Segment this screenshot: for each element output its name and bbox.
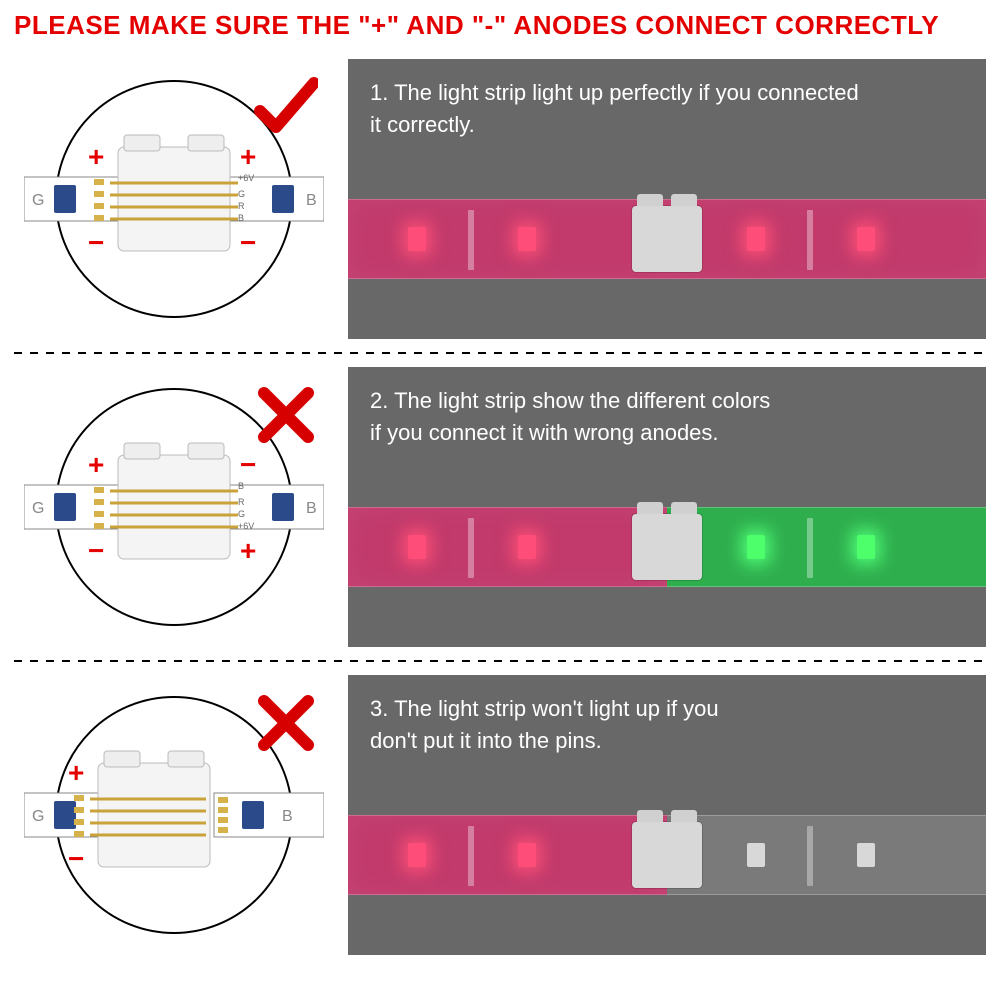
polarity-bottom-left: − xyxy=(88,537,104,565)
polarity-top-left: + xyxy=(88,451,104,479)
svg-text:G: G xyxy=(32,192,44,209)
instruction-row-1: G B +6V G R B xyxy=(14,59,986,339)
caption-3: 3. The light strip won't light up if you… xyxy=(370,693,964,757)
warning-header: PLEASE MAKE SURE THE "+" AND "-" ANODES … xyxy=(14,10,986,41)
photo-cell-1: 1. The light strip light up perfectly if… xyxy=(348,59,986,339)
connector-diagram-1: G B +6V G R B xyxy=(24,69,324,329)
photo-cell-2: 2. The light strip show the different co… xyxy=(348,367,986,647)
strip-connector-icon xyxy=(632,206,702,272)
check-icon xyxy=(254,75,318,144)
svg-text:R: R xyxy=(238,201,245,211)
strip-connector-icon xyxy=(632,822,702,888)
polarity-bottom-right: − xyxy=(240,229,256,257)
svg-text:+6V: +6V xyxy=(238,521,254,531)
svg-text:G: G xyxy=(32,808,44,825)
polarity-bottom-left: − xyxy=(68,845,84,873)
caption-1: 1. The light strip light up perfectly if… xyxy=(370,77,964,141)
diagram-cell-3: G B + − xyxy=(14,675,334,955)
polarity-bottom-right: + xyxy=(240,537,256,565)
svg-text:B: B xyxy=(306,192,317,209)
led-strip-3 xyxy=(348,815,986,895)
cross-icon xyxy=(254,691,318,760)
instruction-row-3: G B + − 3. xyxy=(14,675,986,955)
polarity-top-right: + xyxy=(240,143,256,171)
polarity-bottom-left: − xyxy=(88,229,104,257)
polarity-top-left: + xyxy=(88,143,104,171)
svg-text:B: B xyxy=(306,500,317,517)
led-strip-1 xyxy=(348,199,986,279)
svg-text:B: B xyxy=(238,481,244,491)
connector-diagram-2: G B B R G +6V + − − + xyxy=(24,377,324,637)
strip-connector-icon xyxy=(632,514,702,580)
photo-cell-3: 3. The light strip won't light up if you… xyxy=(348,675,986,955)
svg-text:B: B xyxy=(282,808,293,825)
diagram-cell-1: G B +6V G R B xyxy=(14,59,334,339)
svg-text:G: G xyxy=(238,509,245,519)
svg-text:G: G xyxy=(32,500,44,517)
svg-text:B: B xyxy=(238,213,244,223)
instruction-row-2: G B B R G +6V + − − + xyxy=(14,367,986,647)
polarity-top-right: − xyxy=(240,451,256,479)
svg-text:+6V: +6V xyxy=(238,173,254,183)
divider-2 xyxy=(14,647,986,675)
caption-2: 2. The light strip show the different co… xyxy=(370,385,964,449)
cross-icon xyxy=(254,383,318,452)
connector-diagram-3: G B + − xyxy=(24,685,324,945)
svg-text:R: R xyxy=(238,497,245,507)
divider-1 xyxy=(14,339,986,367)
diagram-cell-2: G B B R G +6V + − − + xyxy=(14,367,334,647)
svg-text:G: G xyxy=(238,189,245,199)
led-strip-2 xyxy=(348,507,986,587)
polarity-top-left: + xyxy=(68,759,84,787)
